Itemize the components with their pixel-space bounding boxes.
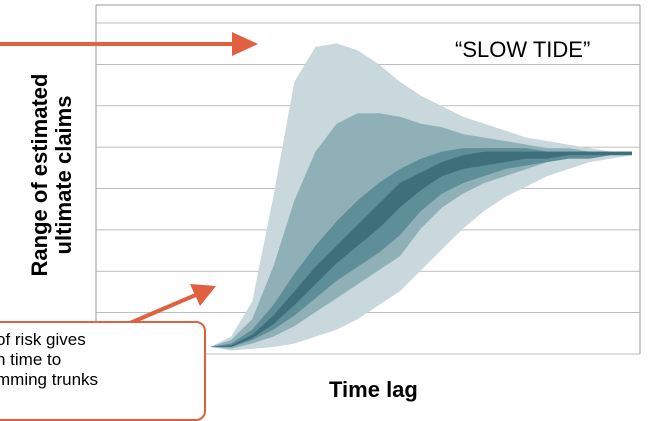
band-middle <box>210 148 632 347</box>
callout-line: mming trunks <box>0 370 99 389</box>
callout-line: of risk gives <box>0 330 86 349</box>
fan-bands <box>210 43 632 351</box>
callout-box: of risk gives h time to mming trunks <box>0 321 206 421</box>
callout-arrow <box>129 284 216 325</box>
slow-tide-annotation: “SLOW TIDE” <box>455 37 591 62</box>
y-axis-label: Range of estimated ultimate claims <box>27 73 76 277</box>
callout-line: h time to <box>0 350 62 369</box>
top-arrow <box>0 32 258 56</box>
x-axis-label: Time lag <box>329 377 418 402</box>
chart-canvas <box>0 4 641 355</box>
